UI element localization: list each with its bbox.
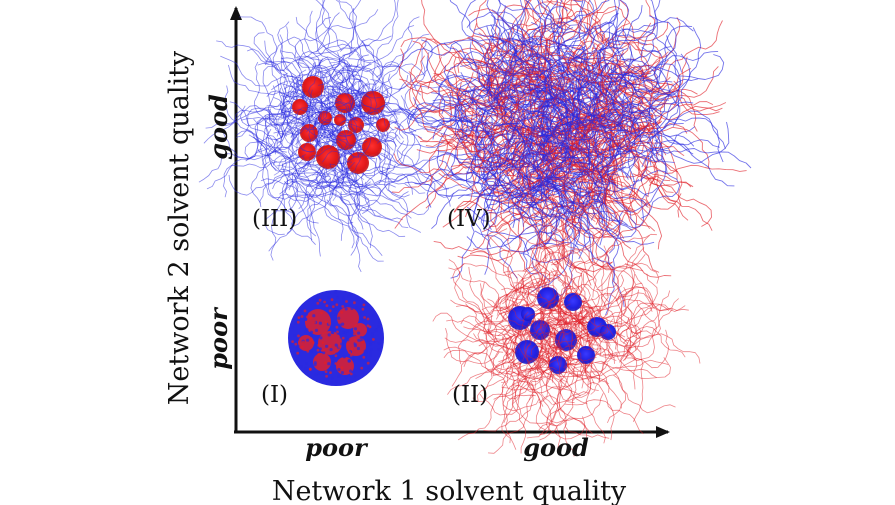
blue-cluster [555,329,577,351]
red-cluster [334,114,346,126]
blue-cluster [521,307,535,321]
x-tick-good: good [523,433,589,462]
y-tick-good: good [204,94,233,160]
red-cluster [335,93,355,113]
blue-cluster [515,340,539,364]
red-cluster [316,145,340,169]
quadrant-iv-label: (IV) [447,206,491,232]
y-axis-title: Network 2 solvent quality [164,50,195,405]
red-cluster [336,130,356,150]
blue-cluster [530,320,550,340]
red-cluster [361,91,385,115]
blue-cluster [600,324,616,340]
quadrant-iv-structure [376,0,752,319]
blue-cluster [564,293,582,311]
x-tick-poor: poor [305,433,369,462]
quadrant-i-label: (I) [261,382,288,408]
red-cluster [302,76,324,98]
red-cluster [348,117,364,133]
blue-cluster [537,287,559,309]
x-axis-title: Network 1 solvent quality [272,476,627,505]
quadrant-ii-label: (II) [452,382,488,408]
red-cluster [292,99,308,115]
blue-cluster [549,356,567,374]
quadrant-i-structure [288,290,384,386]
quadrant-ii-structure [432,210,701,457]
quadrant-iii-structure [198,0,476,273]
red-cluster [362,137,382,157]
red-cluster [318,111,332,125]
blue-cluster [577,346,595,364]
quadrant-iii-label: (III) [252,206,297,232]
red-cluster [298,143,316,161]
red-cluster [347,152,369,174]
red-cluster [376,118,390,132]
y-tick-poor: poor [204,306,233,370]
red-cluster [300,124,318,142]
